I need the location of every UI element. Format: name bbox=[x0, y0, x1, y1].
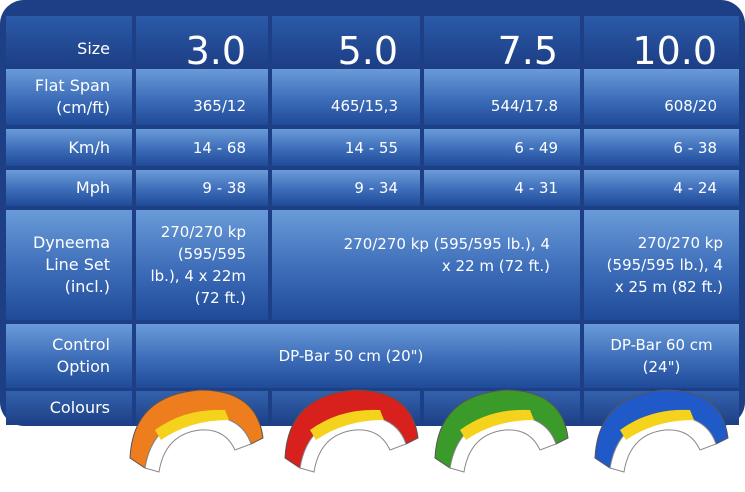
header-cell: 3.0 bbox=[136, 16, 268, 70]
cell: 14 - 68 bbox=[136, 129, 268, 166]
kite-red bbox=[284, 389, 419, 473]
cell: 9 - 38 bbox=[136, 170, 268, 206]
cell: DP-Bar 60 cm (24") bbox=[584, 324, 739, 388]
cell: 4 - 24 bbox=[584, 170, 739, 206]
header-cell: 7.5 bbox=[424, 16, 580, 70]
header-cell: 10.0 bbox=[584, 16, 739, 70]
cell: 6 - 49 bbox=[424, 129, 580, 166]
cell: 544/17.8 bbox=[424, 69, 580, 125]
row-label: Km/h bbox=[6, 129, 132, 166]
kite-blue bbox=[594, 389, 729, 473]
row-label: Colours bbox=[6, 391, 132, 425]
cell: 365/12 bbox=[136, 69, 268, 125]
cell: 270/270 kp (595/595 lb.), 4 x 22m (72 ft… bbox=[136, 210, 268, 320]
row-label: Mph bbox=[6, 170, 132, 206]
merged-cell: 270/270 kp (595/595 lb.), 4 x 22 m (72 f… bbox=[272, 210, 580, 320]
row-label: Control Option bbox=[6, 324, 132, 388]
header-cell: Size bbox=[6, 16, 132, 66]
cell: 4 - 31 bbox=[424, 170, 580, 206]
cell: 465/15,3 bbox=[272, 69, 420, 125]
cell: 270/270 kp (595/595 lb.), 4 x 25 m (82 f… bbox=[584, 210, 739, 320]
kite-orange bbox=[129, 389, 264, 473]
cell: 608/20 bbox=[584, 69, 739, 125]
row-label: Dyneema Line Set (incl.) bbox=[6, 210, 132, 320]
cell: 14 - 55 bbox=[272, 129, 420, 166]
merged-cell: DP-Bar 50 cm (20") bbox=[136, 324, 580, 388]
header-cell: 5.0 bbox=[272, 16, 420, 70]
kite-green bbox=[434, 389, 569, 473]
row-label: Flat Span (cm/ft) bbox=[6, 69, 132, 125]
cell: 9 - 34 bbox=[272, 170, 420, 206]
cell: 6 - 38 bbox=[584, 129, 739, 166]
